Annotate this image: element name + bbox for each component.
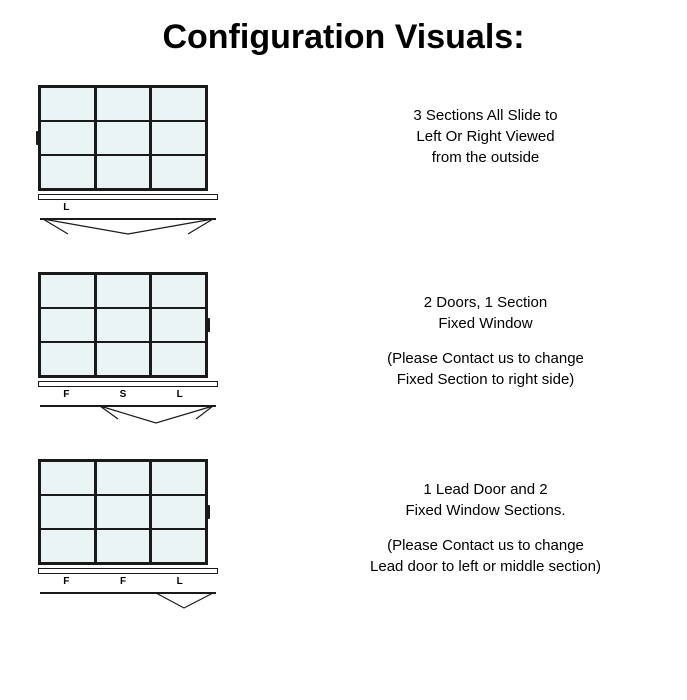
pane (41, 462, 94, 494)
sill-bar (38, 568, 218, 574)
section-letter: F (38, 389, 95, 400)
window-section (152, 462, 205, 562)
section-letters: FSL (38, 389, 208, 400)
desc-main: 1 Lead Door and 2Fixed Window Sections. (304, 479, 667, 521)
pane (41, 309, 94, 341)
note-line: (Please Contact us to change (304, 535, 667, 556)
pane (97, 496, 150, 528)
pane (152, 496, 205, 528)
section-letter: S (95, 389, 152, 400)
window-section (41, 275, 94, 375)
window-section (152, 88, 205, 188)
section-letter (151, 202, 208, 213)
window-section (97, 275, 150, 375)
pane (97, 462, 150, 494)
desc-main: 2 Doors, 1 SectionFixed Window (304, 292, 667, 334)
window-section (97, 462, 150, 562)
pane (97, 275, 150, 307)
desc-note: (Please Contact us to changeFixed Sectio… (304, 348, 667, 390)
pane (97, 88, 150, 120)
pane (41, 343, 94, 375)
note-line: Fixed Section to right side) (304, 369, 667, 390)
window-section (97, 88, 150, 188)
section-letters: FFL (38, 576, 208, 587)
swing-diagram (38, 403, 218, 425)
section-letter: L (38, 202, 95, 213)
pane (152, 309, 205, 341)
handle-icon (207, 318, 210, 332)
pane (41, 530, 94, 562)
page-title: Configuration Visuals: (0, 18, 687, 57)
pane (97, 530, 150, 562)
desc-line: 1 Lead Door and 2 (304, 479, 667, 500)
sill-bar (38, 194, 218, 200)
desc-note: (Please Contact us to changeLead door to… (304, 535, 667, 577)
swing-diagram (38, 590, 218, 612)
note-line: (Please Contact us to change (304, 348, 667, 369)
desc-line: Left Or Right Viewed (304, 126, 667, 147)
config-description: 3 Sections All Slide toLeft Or Right Vie… (268, 85, 687, 168)
desc-line: from the outside (304, 147, 667, 168)
desc-line: 2 Doors, 1 Section (304, 292, 667, 313)
pane (97, 343, 150, 375)
pane (41, 88, 94, 120)
note-line: Lead door to left or middle section) (304, 556, 667, 577)
diagram-cell: FSL (38, 272, 268, 425)
window-section (41, 88, 94, 188)
pane (152, 122, 205, 154)
diagram-cell: L (38, 85, 268, 238)
section-letter: F (95, 576, 152, 587)
desc-line: Fixed Window Sections. (304, 500, 667, 521)
pane (152, 343, 205, 375)
swing-diagram (38, 216, 218, 238)
section-letter: L (151, 576, 208, 587)
pane (97, 122, 150, 154)
config-description: 2 Doors, 1 SectionFixed Window (Please Co… (268, 272, 687, 390)
pane (152, 275, 205, 307)
desc-main: 3 Sections All Slide toLeft Or Right Vie… (304, 105, 667, 168)
section-letter (95, 202, 152, 213)
config-row: L 3 Sections All Slide toLeft Or Right Vi… (0, 85, 687, 238)
handle-icon (207, 505, 210, 519)
desc-line: 3 Sections All Slide to (304, 105, 667, 126)
desc-line: Fixed Window (304, 313, 667, 334)
pane (152, 530, 205, 562)
pane (97, 156, 150, 188)
section-letter: L (151, 389, 208, 400)
config-row: FFL1 Lead Door and 2Fixed Window Section… (0, 459, 687, 612)
pane (152, 88, 205, 120)
window-section (152, 275, 205, 375)
pane (41, 496, 94, 528)
section-letters: L (38, 202, 208, 213)
configs-list: L 3 Sections All Slide toLeft Or Right Vi… (0, 85, 687, 612)
diagram-cell: FFL (38, 459, 268, 612)
window-diagram (38, 459, 208, 565)
window-diagram (38, 85, 208, 191)
config-row: FSL 2 Doors, 1 SectionFixed Window (Please… (0, 272, 687, 425)
config-description: 1 Lead Door and 2Fixed Window Sections. (… (268, 459, 687, 577)
pane (97, 309, 150, 341)
sill-bar (38, 381, 218, 387)
handle-icon (36, 131, 39, 145)
pane (152, 156, 205, 188)
pane (152, 462, 205, 494)
pane (41, 275, 94, 307)
section-letter: F (38, 576, 95, 587)
pane (41, 122, 94, 154)
pane (41, 156, 94, 188)
window-diagram (38, 272, 208, 378)
window-section (41, 462, 94, 562)
